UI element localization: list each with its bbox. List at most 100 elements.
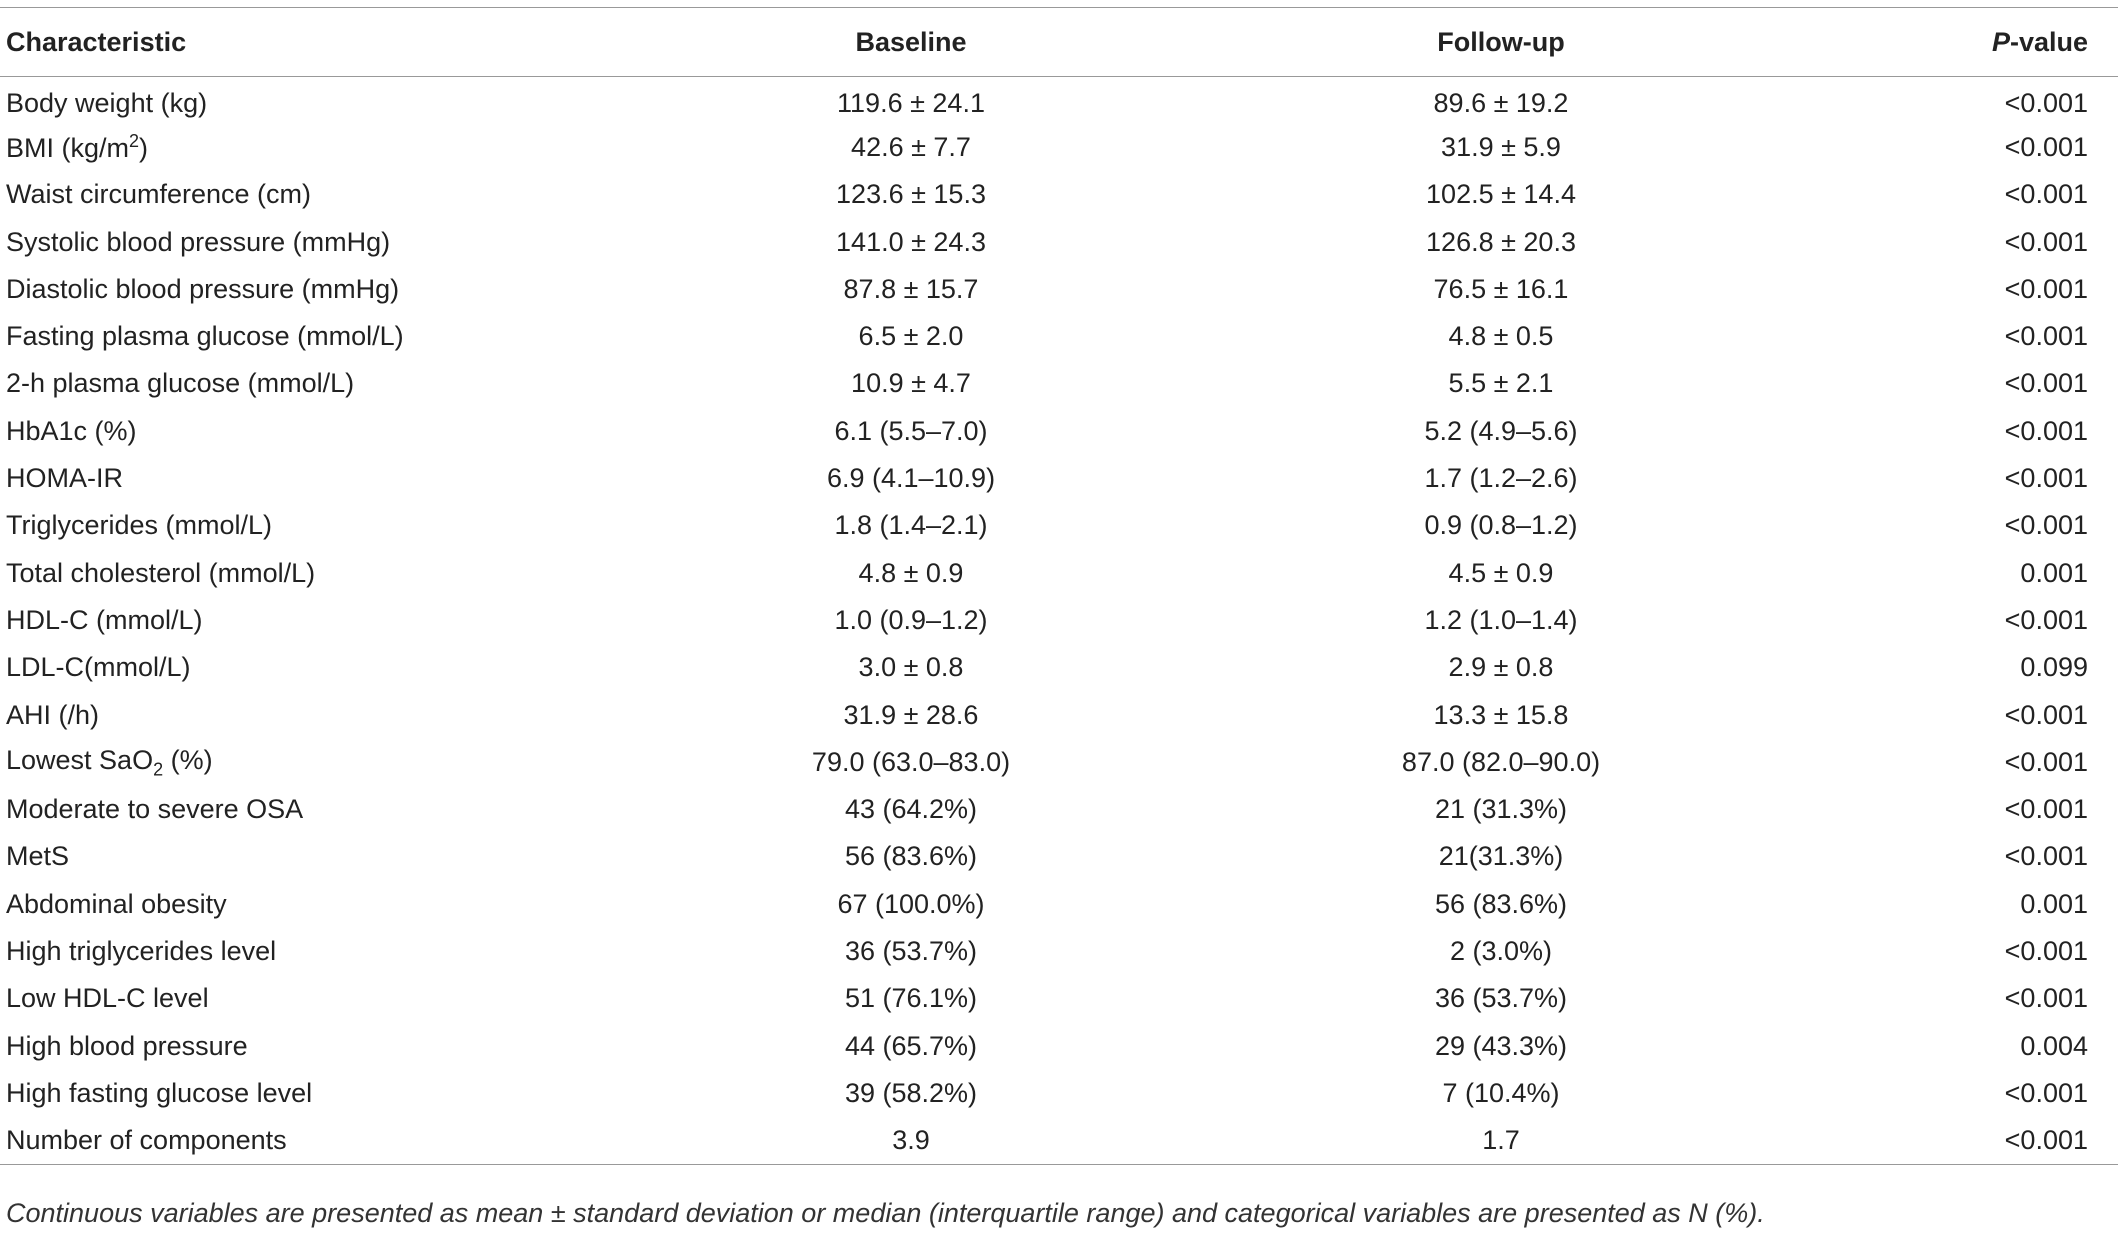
table-cell: 2 (3.0%) — [1449, 935, 1553, 966]
table-cell: 102.5 ± 14.4 — [1426, 179, 1576, 210]
header-cell: Baseline — [855, 26, 967, 57]
table-cell: 1.0 (0.9–1.2) — [834, 604, 988, 635]
table-row: AHI (/h) 31.9 ± 28.6 13.3 ± 15.8 <0.001 — [0, 691, 2118, 738]
table-cell: 29 (43.3%) — [1434, 1030, 1568, 1061]
table-cell: 2-h plasma glucose (mmol/L) — [6, 368, 355, 399]
table-cell: 6.1 (5.5–7.0) — [834, 415, 988, 446]
table-cell: 5.5 ± 2.1 — [1448, 368, 1554, 399]
table-cell: <0.001 — [2004, 321, 2088, 352]
table-row: Abdominal obesity 67 (100.0%) 56 (83.6%) 0.… — [0, 881, 2118, 928]
table-cell: 56 (83.6%) — [844, 841, 978, 872]
table-cell: 6.5 ± 2.0 — [858, 321, 964, 352]
table-cell: HDL-C (mmol/L) — [6, 604, 203, 635]
table-cell: <0.001 — [2004, 273, 2088, 304]
table-cell: Triglycerides (mmol/L) — [6, 510, 273, 541]
table-row: Low HDL-C level 51 (76.1%) 36 (53.7%) <0.00… — [0, 975, 2118, 1022]
table-cell: Fasting plasma glucose (mmol/L) — [6, 321, 404, 352]
table-cell: 31.9 ± 5.9 — [1441, 131, 1561, 162]
table-cell: HOMA-IR — [6, 463, 123, 494]
header-row: Characteristic Baseline Follow-up P-value — [0, 7, 2118, 77]
text: BMI (kg/m — [6, 132, 130, 163]
table-cell: AHI (/h) — [6, 699, 100, 730]
table-cell: <0.001 — [2004, 794, 2088, 825]
table-cell: 89.6 ± 19.2 — [1433, 87, 1569, 118]
table-cell: 0.004 — [2020, 1030, 2088, 1061]
table-cell: <0.001 — [2004, 179, 2088, 210]
table-cell: 119.6 ± 24.1 — [837, 87, 985, 118]
table-cell: Number of components — [6, 1124, 287, 1155]
table-cell: 56 (83.6%) — [1434, 888, 1568, 919]
table-cell: High blood pressure — [6, 1030, 248, 1061]
table-cell: Total cholesterol (mmol/L) — [6, 557, 316, 588]
table-cell: 67 (100.0%) — [837, 888, 985, 919]
table-cell: MetS — [6, 841, 70, 872]
text: -value — [2009, 26, 2088, 57]
table-row: High triglycerides level 36 (53.7%) 2 (3.0… — [0, 928, 2118, 975]
table-cell: 0.001 — [2020, 557, 2088, 588]
table-cell: <0.001 — [2004, 87, 2088, 118]
table-row: Number of components 3.9 1.7 <0.001 — [0, 1117, 2118, 1165]
table-cell: High fasting glucose level — [6, 1077, 313, 1108]
table-row: Moderate to severe OSA 43 (64.2%) 21 (31.3… — [0, 786, 2118, 833]
table-row: HDL-C (mmol/L) 1.0 (0.9–1.2) 1.2 (1.0–1.4)… — [0, 597, 2118, 644]
table-cell: <0.001 — [2004, 415, 2088, 446]
italic-text: P — [1991, 26, 2010, 57]
table-cell: <0.001 — [2004, 983, 2088, 1014]
table-cell: 79.0 (63.0–83.0) — [811, 746, 1011, 777]
table-cell: <0.001 — [2004, 935, 2088, 966]
table-cell: 7 (10.4%) — [1442, 1077, 1560, 1108]
footnote: Continuous variables are presented as me… — [6, 1198, 1765, 1228]
table-cell: 87.0 (82.0–90.0) — [1401, 746, 1601, 777]
table-row: Systolic blood pressure (mmHg) 141.0 ± 24… — [0, 218, 2118, 265]
table-row: High fasting glucose level 39 (58.2%) 7 (1… — [0, 1070, 2118, 1117]
table-cell: Low HDL-C level — [6, 983, 209, 1014]
table-cell: 1.8 (1.4–2.1) — [834, 510, 988, 541]
table-cell: LDL-C(mmol/L) — [6, 652, 191, 683]
table-row: Fasting plasma glucose (mmol/L) 6.5 ± 2.0… — [0, 313, 2118, 360]
table-cell: Waist circumference (cm) — [6, 179, 312, 210]
table-cell: 1.7 (1.2–2.6) — [1424, 463, 1578, 494]
table-cell: <0.001 — [2004, 510, 2088, 541]
table-header: Characteristic Baseline Follow-up P-value — [0, 7, 2118, 77]
table-cell: <0.001 — [2004, 746, 2088, 777]
table-row: LDL-C(mmol/L) 3.0 ± 0.8 2.9 ± 0.8 0.099 — [0, 644, 2118, 691]
table-cell: Lowest SaO2 (%) — [0, 739, 706, 786]
table-cell: 126.8 ± 20.3 — [1426, 226, 1576, 257]
table-cell: 0.099 — [2020, 652, 2088, 683]
header-cell: P-value — [1886, 8, 2118, 77]
table-cell: HbA1c (%) — [6, 415, 137, 446]
table-row: Total cholesterol (mmol/L) 4.8 ± 0.9 4.5 ±… — [0, 549, 2118, 596]
table-cell: 39 (58.2%) — [844, 1077, 978, 1108]
table-cell: 36 (53.7%) — [1434, 983, 1568, 1014]
table-cell: 4.8 ± 0.5 — [1448, 321, 1554, 352]
table-cell: Abdominal obesity — [6, 888, 227, 919]
table-body: Body weight (kg) 119.6 ± 24.1 89.6 ± 19.2 <… — [0, 77, 2118, 1165]
table-cell: <0.001 — [2004, 463, 2088, 494]
table-cell: Body weight (kg) — [6, 87, 208, 118]
table-cell: 21 (31.3%) — [1434, 794, 1568, 825]
table-cell: 43 (64.2%) — [844, 794, 978, 825]
table-cell: High triglycerides level — [6, 935, 277, 966]
data-table: Characteristic Baseline Follow-up P-value B… — [0, 7, 2118, 1165]
table-cell: 0.001 — [2020, 888, 2088, 919]
superscript: 2 — [129, 130, 140, 151]
table-cell: 13.3 ± 15.8 — [1433, 699, 1569, 730]
table-row: Triglycerides (mmol/L) 1.8 (1.4–2.1) 0.9 (… — [0, 502, 2118, 549]
header-cell: Follow-up — [1437, 26, 1565, 57]
table-cell: 2.9 ± 0.8 — [1448, 652, 1554, 683]
table-cell: <0.001 — [2004, 226, 2088, 257]
table-cell: 87.8 ± 15.7 — [843, 273, 979, 304]
table-cell: <0.001 — [2004, 841, 2088, 872]
table-cell: Moderate to severe OSA — [6, 794, 304, 825]
table-cell: 3.9 — [892, 1124, 930, 1155]
table-row: BMI (kg/m2) 42.6 ± 7.7 31.9 ± 5.9 <0.001 — [0, 124, 2118, 171]
table-cell: <0.001 — [2004, 1124, 2088, 1155]
table-cell: 3.0 ± 0.8 — [858, 652, 964, 683]
table-row: HOMA-IR 6.9 (4.1–10.9) 1.7 (1.2–2.6) <0.001 — [0, 455, 2118, 502]
table-cell: 44 (65.7%) — [844, 1030, 978, 1061]
table-row: MetS 56 (83.6%) 21(31.3%) <0.001 — [0, 833, 2118, 880]
table-cell: 0.9 (0.8–1.2) — [1424, 510, 1578, 541]
text: ) — [139, 132, 149, 163]
table-row: 2-h plasma glucose (mmol/L) 10.9 ± 4.7 5.5… — [0, 360, 2118, 407]
